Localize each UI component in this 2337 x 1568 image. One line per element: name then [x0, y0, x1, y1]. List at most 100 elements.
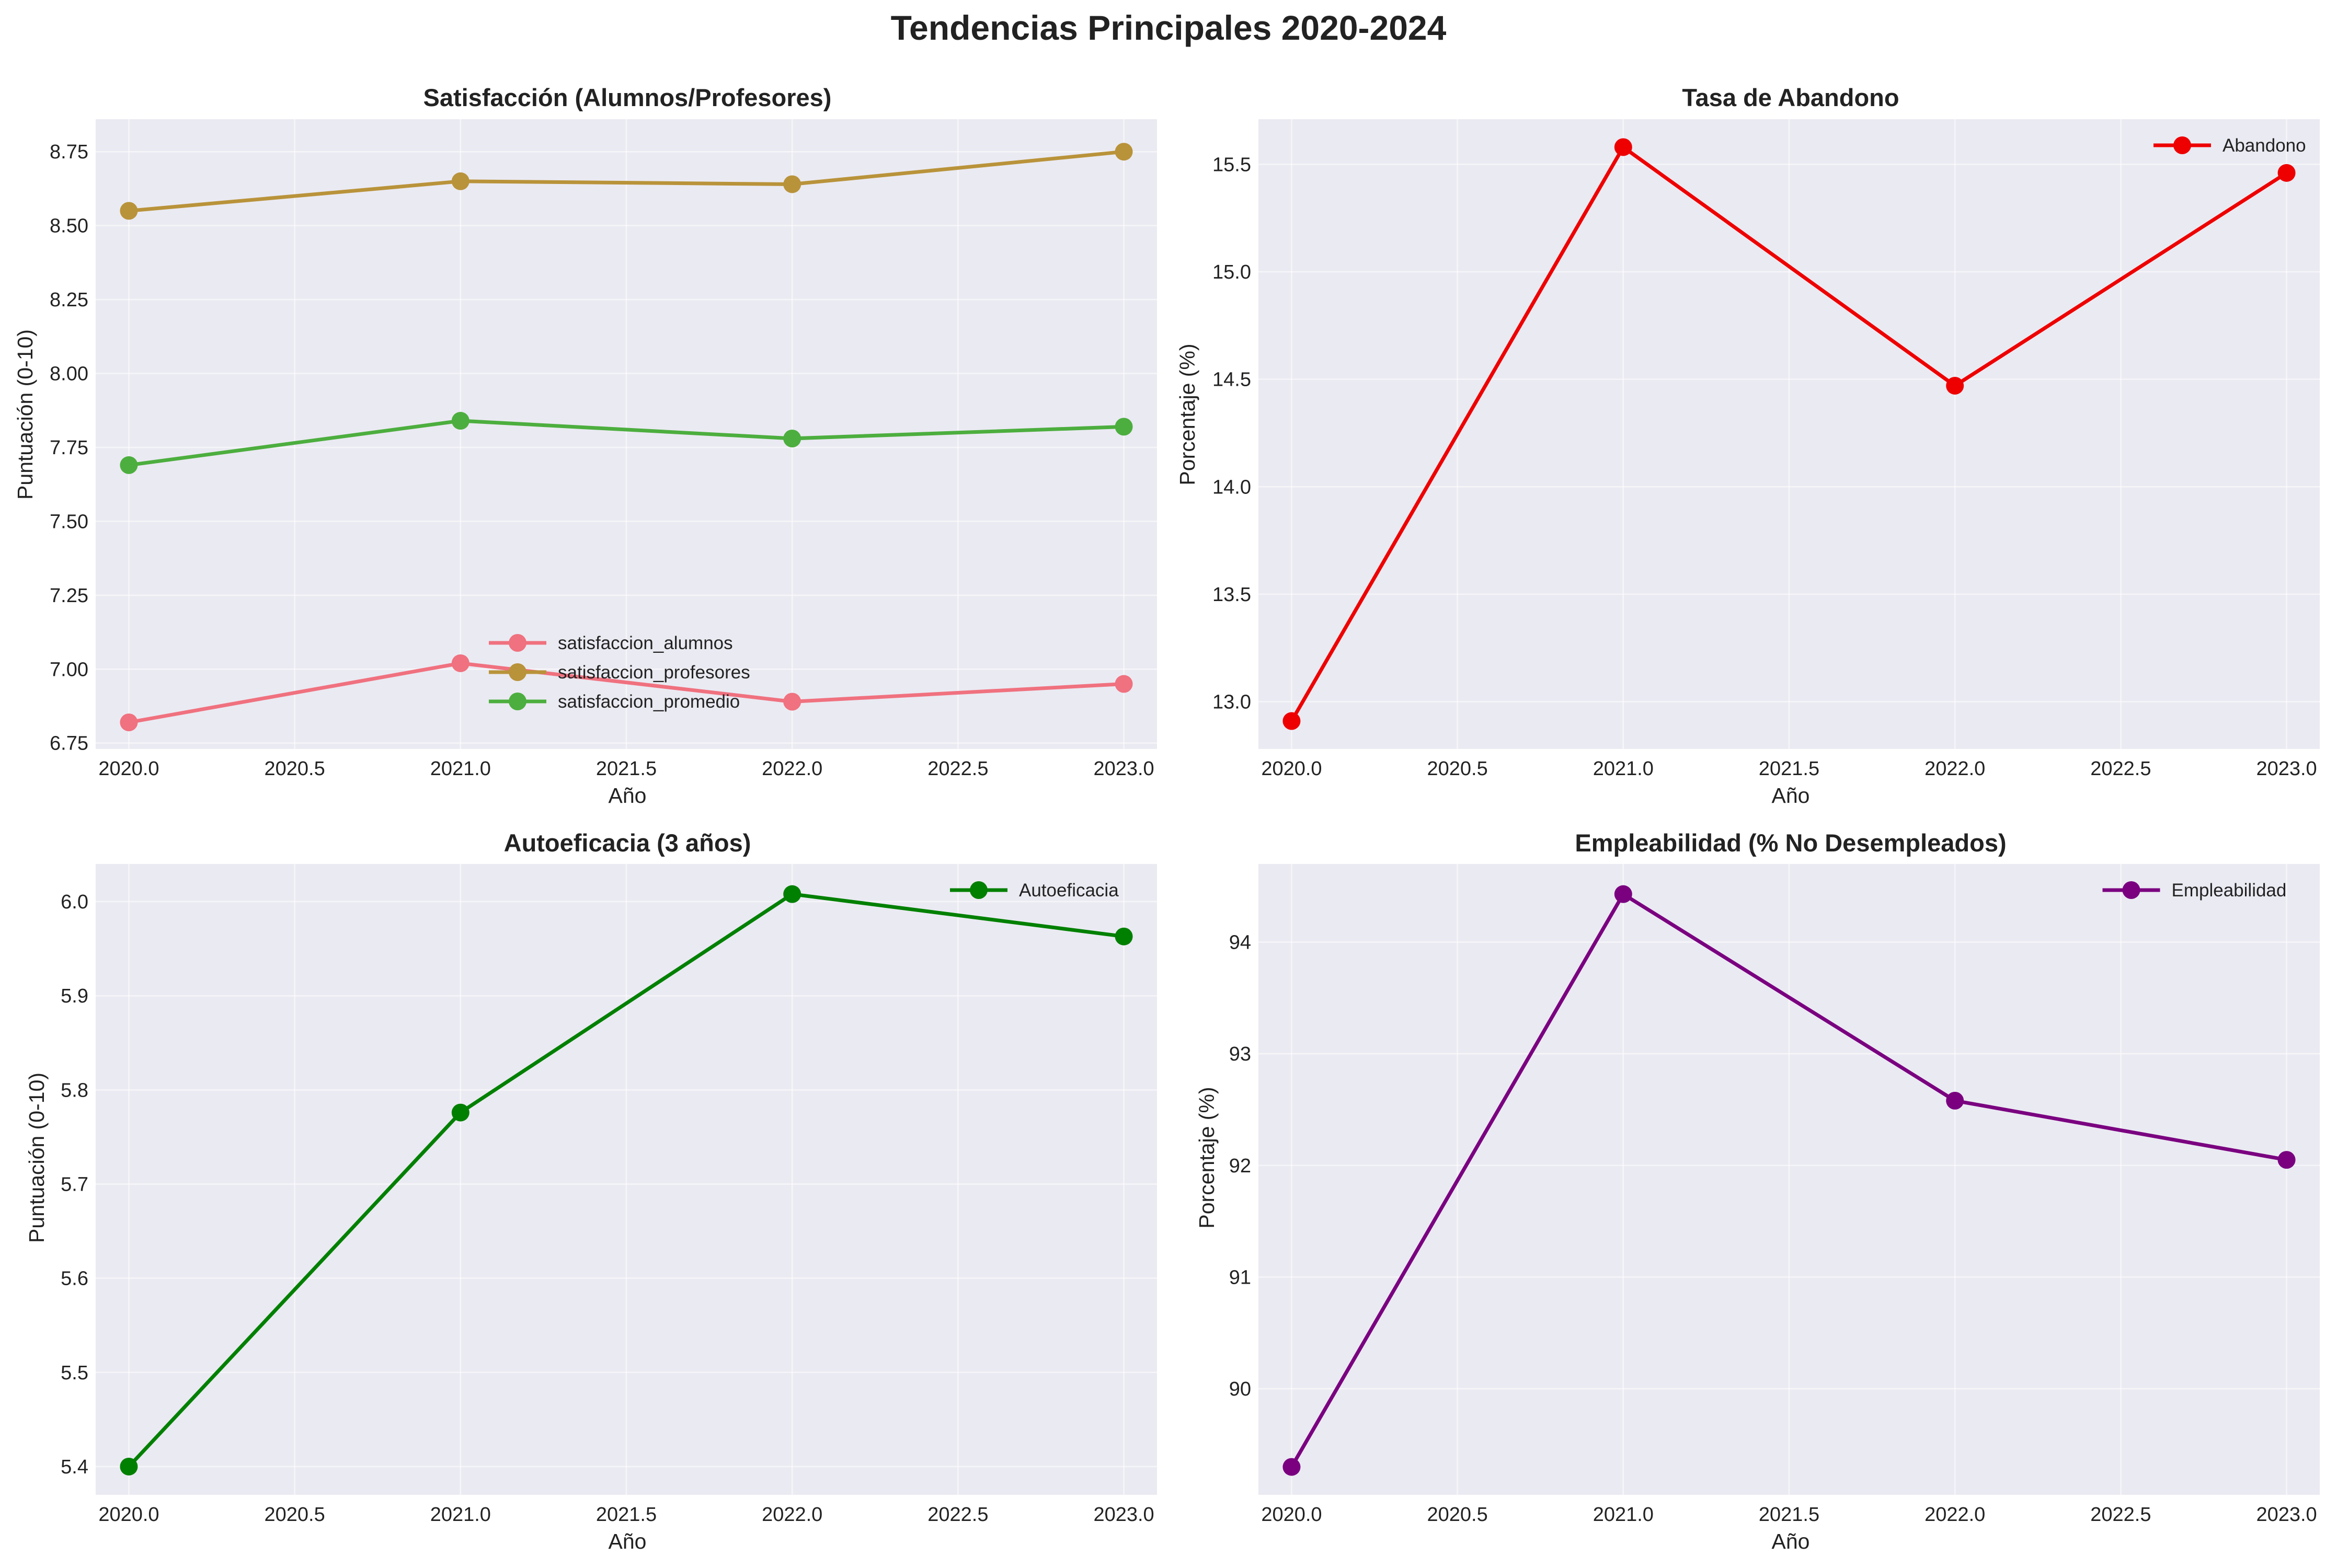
data-point: [1115, 418, 1133, 436]
series-line: [1289, 145, 2289, 723]
legend-marker: [2173, 136, 2191, 154]
y-tick-label: 7.75: [50, 437, 88, 459]
legend: Autoeficacia: [950, 880, 1119, 901]
data-point: [1115, 927, 1133, 946]
y-tick-label: 94: [1229, 932, 1251, 954]
legend-label: Autoeficacia: [1019, 880, 1119, 901]
y-tick-label: 8.50: [50, 215, 88, 237]
x-tick-label: 2023.0: [1093, 1504, 1154, 1526]
x-tick-label: 2023.0: [1093, 758, 1154, 780]
y-tick-label: 6.0: [61, 891, 88, 913]
x-tick-label: 2022.5: [927, 1504, 988, 1526]
panel-title: Tasa de Abandono: [1682, 84, 1899, 111]
series-line: [1289, 892, 2289, 1469]
panel-autoeficacia: Autoeficacia (3 años) Año Puntuación (0-…: [25, 829, 751, 1553]
x-tick-label: 2020.0: [1261, 758, 1322, 780]
data-point: [451, 172, 469, 190]
data-point: [120, 202, 138, 220]
y-tick-label: 15.0: [1212, 261, 1251, 283]
x-tick-label: 2021.0: [1593, 1504, 1654, 1526]
x-tick-label: 2021.5: [596, 758, 657, 780]
x-tick-label: 2022.5: [2090, 1504, 2151, 1526]
x-tick-label: 2022.5: [927, 758, 988, 780]
y-tick-label: 14.5: [1212, 369, 1251, 391]
x-tick-label: 2020.0: [1261, 1504, 1322, 1526]
y-tick-label: 5.7: [61, 1174, 88, 1196]
data-point: [1115, 675, 1133, 693]
y-tick-label: 7.25: [50, 585, 88, 607]
y-tick-label: 6.75: [50, 733, 88, 755]
panel-title: Satisfacción (Alumnos/Profesores): [423, 84, 832, 111]
y-tick-label: 90: [1229, 1378, 1251, 1400]
legend-marker: [509, 663, 526, 681]
panel-satisfaccion: Satisfacción (Alumnos/Profesores) Año Pu…: [13, 84, 831, 808]
x-axis-label: Año: [609, 1529, 647, 1553]
data-point: [783, 885, 801, 903]
x-tick-label: 2023.0: [2256, 758, 2317, 780]
figure-title: Tendencias Principales 2020-2024: [891, 8, 1447, 47]
data-point: [1282, 712, 1301, 730]
series-line: [127, 661, 1126, 724]
y-tick-label: 8.25: [50, 289, 88, 311]
legend: Abandono: [2153, 135, 2306, 156]
panel-title: Empleabilidad (% No Desempleados): [1575, 829, 2006, 857]
y-tick-label: 13.5: [1212, 584, 1251, 606]
legend-label: satisfaccion_profesores: [558, 662, 750, 683]
data-point: [783, 175, 801, 193]
x-tick-label: 2022.5: [2090, 758, 2151, 780]
data-point: [2277, 164, 2296, 182]
data-point: [451, 412, 469, 430]
y-tick-label: 93: [1229, 1043, 1251, 1065]
y-tick-label: 5.6: [61, 1268, 88, 1290]
x-tick-label: 2022.0: [1924, 758, 1985, 780]
data-point: [120, 713, 138, 732]
data-point: [1946, 376, 1964, 395]
series-line: [127, 892, 1126, 1469]
data-point: [1946, 1091, 1964, 1110]
y-tick-label: 5.9: [61, 985, 88, 1007]
y-tick-label: 8.75: [50, 141, 88, 163]
chart-3: 2020.0 2020.5 2021.0 2021.5 2022.0 2022.5 2023…: [61, 864, 1157, 1526]
chart-4: 2020.0 2020.5 2021.0 2021.5 2022.0 2022.5 2023…: [1229, 864, 2320, 1526]
y-axis-label: Porcentaje (%): [1175, 343, 1199, 485]
legend-label: satisfaccion_promedio: [558, 691, 740, 712]
series-line: [127, 419, 1126, 467]
x-tick-label: 2021.0: [1593, 758, 1654, 780]
y-tick-label: 14.0: [1212, 476, 1251, 498]
data-point: [2277, 1151, 2296, 1169]
data-point: [1282, 1458, 1301, 1476]
data-point: [1115, 143, 1133, 161]
x-axis-label: Año: [609, 783, 647, 808]
data-point: [451, 654, 469, 672]
panel-title: Autoeficacia (3 años): [504, 829, 751, 857]
y-tick-label: 5.8: [61, 1079, 88, 1101]
chart-1: 2020.0 2020.5 2021.0 2021.5 2022.0 2022.5 2023…: [50, 119, 1157, 780]
chart-2: 2020.0 2020.5 2021.0 2021.5 2022.0 2022.5 2023…: [1212, 119, 2320, 780]
y-axis-label: Puntuación (0-10): [25, 1073, 49, 1243]
x-tick-label: 2020.5: [265, 1504, 325, 1526]
y-tick-label: 13.0: [1212, 691, 1251, 713]
x-tick-label: 2022.0: [1924, 1504, 1985, 1526]
panel-empleabilidad: Empleabilidad (% No Desempleados) Año Po…: [1195, 829, 2007, 1553]
data-point: [120, 1457, 138, 1475]
data-point: [120, 456, 138, 474]
x-tick-label: 2020.5: [1427, 758, 1488, 780]
legend-label: Empleabilidad: [2172, 880, 2287, 901]
x-tick-label: 2022.0: [762, 1504, 822, 1526]
x-tick-label: 2021.0: [430, 758, 491, 780]
legend-label: satisfaccion_alumnos: [558, 633, 733, 653]
data-point: [1614, 138, 1632, 156]
y-axis-label: Porcentaje (%): [1195, 1087, 1219, 1228]
y-tick-label: 8.00: [50, 363, 88, 385]
series-line: [127, 149, 1126, 213]
legend-marker: [970, 881, 988, 899]
y-tick-label: 92: [1229, 1155, 1251, 1177]
x-tick-label: 2020.5: [265, 758, 325, 780]
y-tick-label: 5.5: [61, 1362, 88, 1384]
x-tick-label: 2021.0: [430, 1504, 491, 1526]
x-tick-label: 2022.0: [762, 758, 822, 780]
legend-label: Abandono: [2223, 135, 2306, 156]
legend-marker: [509, 693, 526, 710]
y-tick-label: 7.00: [50, 659, 88, 681]
